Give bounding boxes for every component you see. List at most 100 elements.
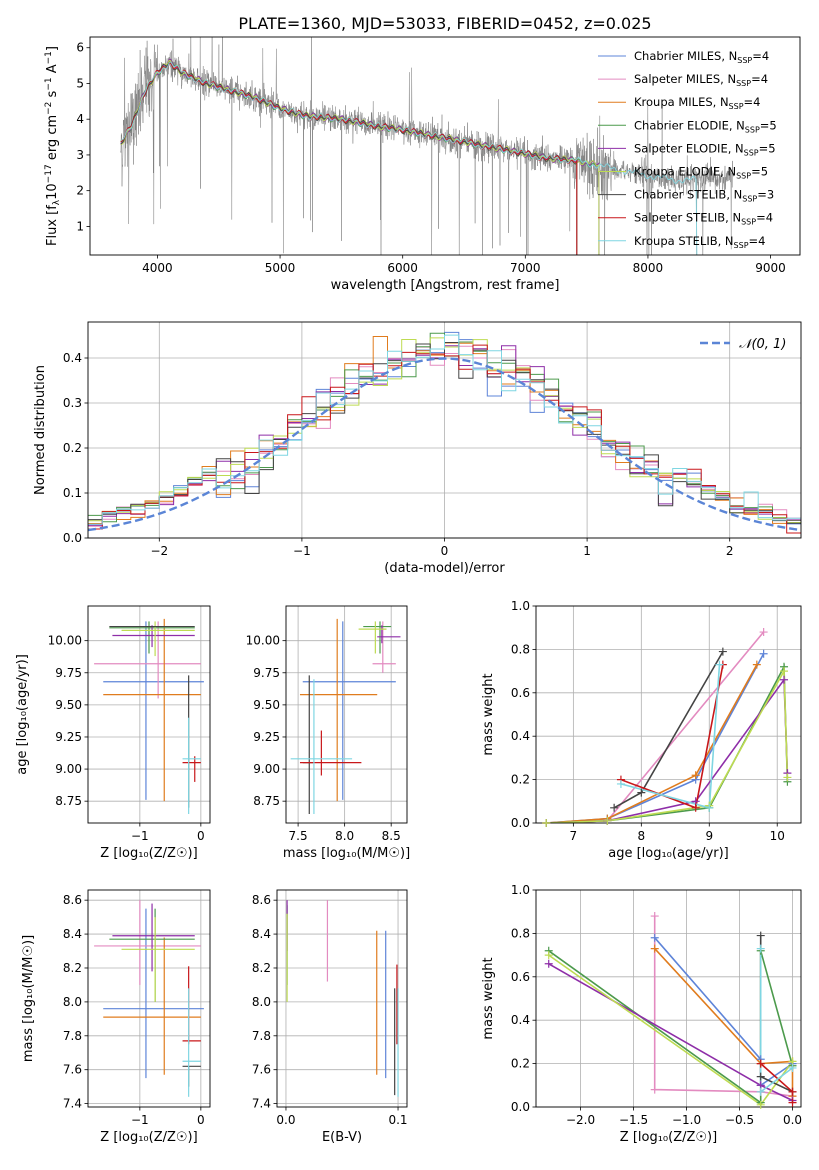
weight-point-marker: [756, 931, 765, 940]
model-fit-line: [120, 61, 698, 255]
legend-entry: 𝒩(0, 1): [739, 337, 786, 352]
weight-point-marker: [756, 1100, 765, 1109]
plot-area: [120, 37, 734, 255]
y-tick-label: 3: [76, 148, 84, 162]
y-tick-label: 9.25: [253, 730, 280, 744]
weight-point-marker: [691, 803, 700, 812]
y-tick-label: 0.8: [511, 926, 530, 940]
axes: −2 −1 0 1 2 0.0 0.1 0.2 0.3 0.4 (data-model)/error…: [33, 321, 802, 576]
legend-entry-name: Salpeter ELODIE, N: [634, 141, 744, 155]
y-axis-label: age [log₁₀(age/yr)]: [15, 654, 30, 775]
y-axis-label-part: Flux [f: [45, 205, 60, 246]
x-tick-label: −2.0: [566, 1113, 595, 1127]
weight-point-marker: [756, 1072, 765, 1081]
x-tick-label: 9000: [755, 261, 786, 275]
model-fit-line: [120, 61, 578, 255]
y-axis-label-part: −17: [44, 164, 54, 183]
figure-title: PLATE=1360, MJD=53033, FIBERID=0452, z=0…: [238, 14, 651, 33]
weight-point-marker: [603, 816, 612, 825]
y-tick-label: 8.4: [63, 927, 82, 941]
weight-point-marker: [780, 675, 789, 684]
weight-vs-metallicity-panel: −2.0 −1.5 −1.0 −0.5 0.0 0.0 0.2 0.4 0.6 0.8 1.0 Z […: [481, 883, 802, 1145]
y-axis-label: mass [log₁₀(M/M☉)]: [21, 935, 36, 1062]
plot-area: [94, 900, 204, 1097]
y-axis-label-part: A: [45, 64, 60, 77]
y-tick-label: 0.8: [511, 642, 530, 656]
y-tick-label: 8.75: [55, 794, 82, 808]
y-tick-label: 9.50: [55, 698, 82, 712]
y-tick-label: 8.2: [63, 961, 82, 975]
weight-point-marker: [756, 1087, 765, 1096]
x-tick-label: 9: [705, 829, 713, 843]
weight-point-marker: [756, 1059, 765, 1068]
model-fit-line: [120, 58, 600, 255]
x-axis-label: E(B-V): [322, 1130, 362, 1145]
y-tick-label: 7.8: [252, 1029, 271, 1043]
weight-series-line: [546, 677, 789, 823]
weight-point-marker: [780, 667, 789, 676]
x-tick-label: 10: [770, 829, 785, 843]
legend-entry-sub: SSP: [736, 79, 751, 88]
x-tick-label: 8.0: [335, 829, 354, 843]
legend-entry: Chabrier MILES, NSSP=4: [634, 49, 769, 65]
weight-point-marker: [637, 788, 646, 797]
axes-frame: [285, 605, 408, 824]
axes: 7.5 8.0 8.5 8.75 9.00 9.25 9.50 9.75 10.00 mass […: [246, 605, 410, 861]
x-axis-label: Z [log₁₀(Z/Z☉)]: [100, 846, 197, 861]
weight-point-marker: [544, 959, 553, 968]
legend-entry-sub: SSP: [736, 172, 751, 181]
y-axis-label-part: −1: [44, 51, 54, 64]
plot-area: [290, 618, 401, 815]
grid: [536, 605, 801, 824]
legend-entry: Salpeter MILES, NSSP=4: [634, 72, 768, 88]
axes: 0.0 0.1 7.4 7.6 7.8 8.0 8.2 8.4 8.6 E(B-V): [252, 889, 408, 1145]
spectrum-panel: 4000 5000 6000 7000 8000 9000 1 2 3 4 5 6 wavelength…: [44, 36, 801, 293]
y-tick-label: 8.6: [63, 893, 82, 907]
legend-entry-count: =4: [756, 211, 773, 225]
y-tick-label: 10.00: [48, 634, 82, 648]
y-tick-label: 4: [76, 112, 84, 126]
x-tick-label: 8.5: [382, 829, 401, 843]
x-axis-label: mass [log₁₀(M/M☉)]: [283, 846, 410, 861]
legend-entry-count: =3: [757, 188, 774, 202]
legend-entry-count: =5: [759, 141, 776, 155]
legend-entry: Kroupa MILES, NSSP=4: [634, 95, 760, 111]
y-tick-label: 9.00: [253, 762, 280, 776]
y-axis-label-part: λ: [52, 199, 62, 205]
weight-point-marker: [691, 771, 700, 780]
y-tick-label: 8.0: [63, 995, 82, 1009]
model-fit-line: [120, 58, 600, 255]
weight-series-line: [653, 916, 793, 1097]
weight-point-marker: [650, 912, 659, 921]
legend-entry-count: =4: [744, 95, 761, 109]
legend-entry-name: Chabrier MILES, N: [634, 49, 737, 63]
age-vs-mass-panel: 7.5 8.0 8.5 8.75 9.00 9.25 9.50 9.75 10.00 mass […: [246, 605, 410, 861]
y-axis-label-part: erg cm: [45, 115, 60, 164]
legend-entry-sub: SSP: [737, 56, 752, 65]
y-tick-label: 8.75: [253, 794, 280, 808]
y-axis-label-part: −1: [44, 77, 54, 90]
x-axis-label: Z [log₁₀(Z/Z☉)]: [620, 1130, 717, 1145]
x-tick-label: 0.1: [388, 1113, 407, 1127]
legend-entry-name: Kroupa STELIB, N: [634, 234, 734, 248]
plot-area: [94, 618, 204, 815]
age-vs-metallicity-panel: −1 0 8.75 9.00 9.25 9.50 9.75 10.00 Z [log₁₀(Z/Z…: [15, 605, 211, 861]
y-axis-label: mass weight: [481, 957, 496, 1039]
x-tick-label: −1.0: [672, 1113, 701, 1127]
plot-area: [548, 916, 794, 1106]
y-tick-label: 1.0: [511, 599, 530, 613]
plot-area: [88, 331, 801, 534]
y-tick-label: 1.0: [511, 883, 530, 897]
x-tick-label: 0.0: [276, 1113, 295, 1127]
axes-frame: [535, 889, 802, 1108]
legend-entry: Salpeter ELODIE, NSSP=5: [634, 141, 776, 157]
x-tick-label: 0: [197, 1113, 205, 1127]
y-tick-label: 0.4: [511, 1013, 530, 1027]
weight-point-marker: [650, 944, 659, 953]
y-tick-label: 9.00: [55, 762, 82, 776]
weight-point-marker: [715, 660, 724, 669]
residuals-panel: −2 −1 0 1 2 0.0 0.1 0.2 0.3 0.4 (data-model)/error…: [33, 321, 802, 576]
weight-point-marker: [788, 1098, 797, 1107]
axes: −2.0 −1.5 −1.0 −0.5 0.0 0.0 0.2 0.4 0.6 0.8 1.0 Z […: [481, 883, 802, 1145]
axes-frame: [535, 605, 802, 824]
